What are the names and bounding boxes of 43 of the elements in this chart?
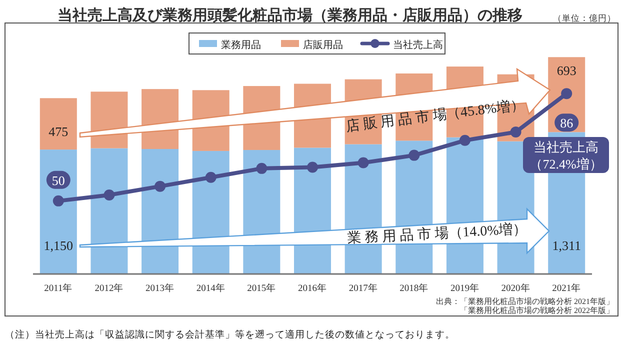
point bbox=[154, 180, 166, 192]
point bbox=[459, 134, 470, 146]
x-tick-label: 2019年 bbox=[450, 282, 480, 294]
x-tick-label: 2016年 bbox=[298, 282, 327, 294]
point bbox=[561, 88, 572, 100]
bar bbox=[90, 148, 128, 274]
point bbox=[307, 162, 318, 173]
source-note: 出典：「業務用化粧品市場の戦略分析 2021年版」 bbox=[436, 296, 614, 306]
point bbox=[52, 195, 64, 206]
x-tick-label: 2015年 bbox=[247, 282, 276, 294]
x-tick-label: 2017年 bbox=[348, 282, 378, 294]
data-label: 1,150 bbox=[44, 238, 74, 253]
point bbox=[104, 189, 115, 200]
point bbox=[205, 172, 216, 183]
x-tick-label: 2013年 bbox=[146, 282, 175, 294]
x-tick-label: 2018年 bbox=[400, 282, 429, 294]
bar bbox=[40, 98, 77, 150]
x-tick-label: 2021年 bbox=[552, 282, 582, 294]
text: （単位：億円） bbox=[553, 12, 616, 23]
data-label: 693 bbox=[556, 63, 576, 78]
legend-label: 店販用品 bbox=[303, 39, 343, 51]
point bbox=[358, 157, 369, 168]
x-tick-label: 2011年 bbox=[44, 282, 73, 294]
legend-label: 当社売上高 bbox=[393, 39, 443, 51]
text: （注）当社売上高は「収益認識に関する会計基準」等を遡って適用した後の数値となっております。 bbox=[5, 328, 455, 340]
bar bbox=[142, 149, 179, 274]
x-tick-label: 2014年 bbox=[196, 282, 226, 294]
annotation: 業 務 用 品 市 場（14.0%増） bbox=[346, 220, 528, 247]
annotation: 店 販 用 品 市 場（45.8%増） bbox=[344, 96, 526, 135]
data-label: 475 bbox=[48, 124, 68, 139]
legend-label: 業務用品 bbox=[221, 39, 261, 51]
point bbox=[510, 126, 522, 138]
chart-title: 当社売上高及び業務用頭髪化粧品市場（業務用品・店販用品）の推移 bbox=[58, 6, 522, 24]
data-label: 50 bbox=[52, 172, 65, 188]
data-label: 86 bbox=[560, 116, 574, 131]
x-tick-label: 2012年 bbox=[94, 282, 124, 294]
data-label: 1,311 bbox=[552, 238, 581, 253]
annotation: （72.4%増） bbox=[530, 156, 602, 172]
point bbox=[256, 162, 268, 174]
text: 「業務用化粧品市場の戦略分析 2022年版」 bbox=[460, 306, 614, 315]
annotation: 当社売上高 bbox=[534, 140, 598, 155]
point bbox=[408, 150, 420, 161]
x-tick-label: 2020年 bbox=[501, 282, 530, 294]
